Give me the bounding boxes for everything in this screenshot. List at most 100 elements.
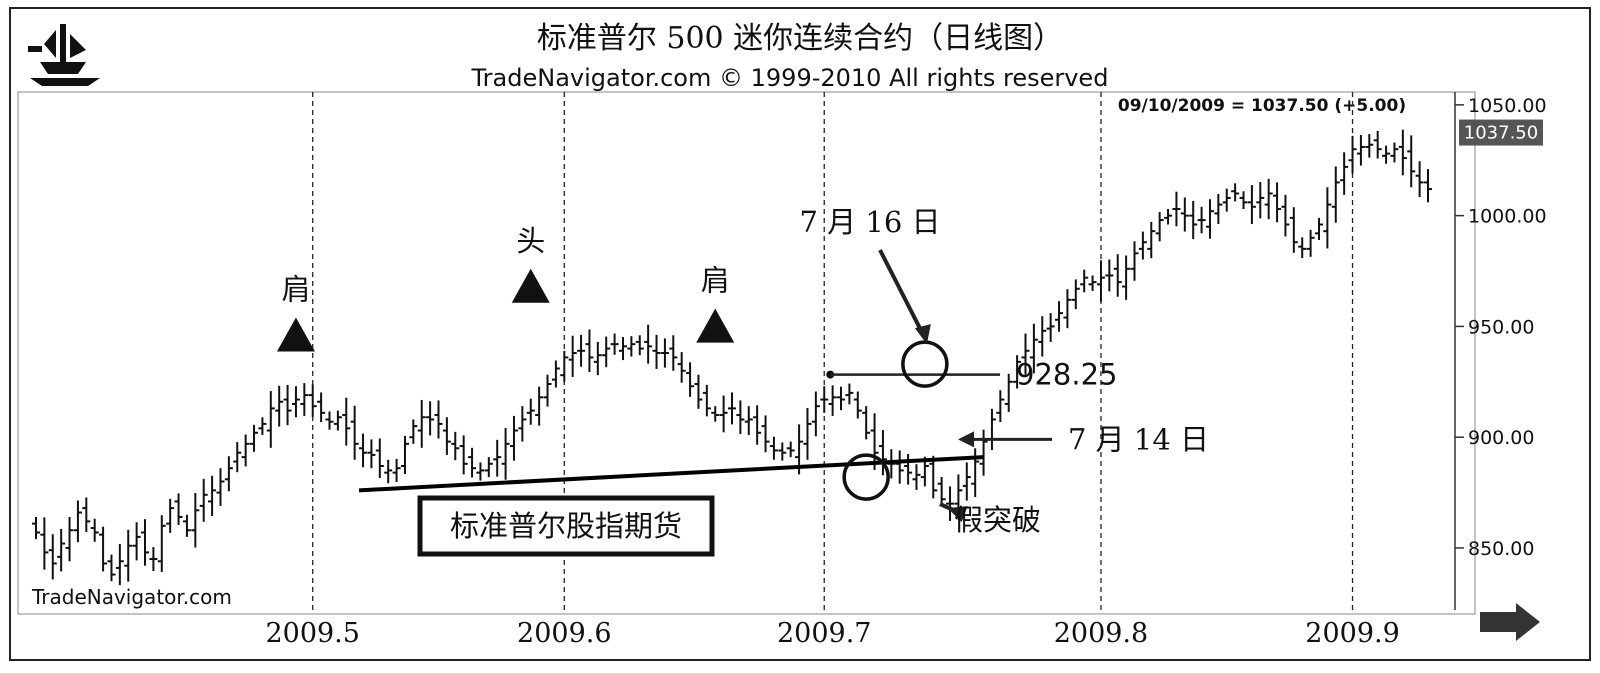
- ohlc-bar: [90, 518, 99, 542]
- ohlc-bar: [1256, 181, 1265, 219]
- ohlc-bar: [937, 477, 946, 506]
- ohlc-bar: [560, 350, 569, 382]
- ohlc-bar: [384, 459, 393, 484]
- chart-title: 标准普尔 500 迷你连续合约（日线图）: [537, 21, 1063, 56]
- ohlc-bar: [1122, 255, 1131, 300]
- ohlc-bar: [476, 462, 485, 481]
- ohlc-bar: [803, 407, 812, 460]
- ohlc-bar: [769, 436, 778, 460]
- ohlc-bar: [1273, 182, 1282, 223]
- ohlc-bar: [753, 405, 762, 445]
- ohlc-bar: [40, 517, 49, 570]
- ohlc-bar: [618, 337, 627, 361]
- ohlc-bar: [1382, 145, 1391, 164]
- ohlc-bar: [1390, 142, 1399, 163]
- ohlc-bar: [375, 438, 384, 478]
- y-tick-label: 850.00: [1468, 538, 1534, 560]
- ohlc-bar: [979, 429, 988, 476]
- ohlc-bar: [686, 362, 695, 397]
- ohlc-bar: [1164, 208, 1173, 225]
- ohlc-bar: [501, 427, 510, 480]
- ohlc-bar: [702, 384, 711, 417]
- ohlc-bar: [1189, 201, 1198, 240]
- ohlc-bar: [1247, 185, 1256, 225]
- ohlc-bar: [233, 442, 242, 473]
- ohlc-bar: [568, 335, 577, 377]
- ohlc-bar: [442, 417, 451, 455]
- ohlc-bar: [1038, 316, 1047, 357]
- ohlc-bar: [862, 406, 871, 440]
- ohlc-bar: [82, 497, 91, 533]
- ohlc-bar: [1113, 254, 1122, 297]
- ohlc-bar: [543, 374, 552, 407]
- neckline: [358, 455, 984, 493]
- ohlc-bar: [551, 360, 560, 388]
- jul16-label: 7 月 16 日: [799, 205, 940, 239]
- ohlc-bar: [342, 397, 351, 446]
- ohlc-bar: [1172, 191, 1181, 227]
- ohlc-bar: [1055, 301, 1064, 332]
- ohlc-bar: [1063, 289, 1072, 329]
- ohlc-bar: [459, 435, 468, 475]
- y-axis: 1050.00 1000.00 950.00 900.00 850.00 1037.50: [1454, 92, 1547, 610]
- ohlc-bar: [283, 384, 292, 426]
- chart-frame: [9, 7, 1591, 661]
- x-tick-label: 2009.6: [517, 618, 611, 649]
- highlight-circle: [901, 340, 949, 388]
- ohlc-bar: [132, 522, 141, 561]
- ohlc-bar: [1331, 166, 1340, 223]
- ohlc-bar: [392, 458, 401, 482]
- ohlc-bar: [224, 456, 233, 492]
- scroll-right-arrow-icon[interactable]: [1480, 603, 1540, 641]
- ohlc-bar: [1214, 193, 1223, 225]
- ohlc-bar: [660, 338, 669, 368]
- ohlc-bar: [291, 386, 300, 418]
- ohlc-bar: [518, 406, 527, 442]
- ohlc-bar: [1013, 355, 1022, 389]
- ohlc-bar: [828, 385, 837, 416]
- ohlc-bar: [904, 454, 913, 485]
- false-breakout-arrow-head: [947, 506, 968, 523]
- ohlc-bar: [786, 441, 795, 458]
- head-label: 头: [516, 224, 545, 258]
- jul14-arrow-head: [958, 431, 975, 448]
- ohlc-bar: [325, 411, 334, 430]
- ohlc-bar: [1373, 131, 1382, 159]
- ohlc-bar: [627, 336, 636, 357]
- ohlc-bar: [820, 386, 829, 413]
- ohlc-bar: [199, 478, 208, 522]
- jul16-arrow-head: [914, 324, 931, 345]
- ohlc-bar: [241, 434, 250, 467]
- ohlc-bar: [744, 406, 753, 435]
- ohlc-bar: [417, 399, 426, 448]
- ohlc-bar: [1340, 152, 1349, 195]
- ohlc-bar: [895, 450, 904, 484]
- x-tick-label: 2009.9: [1305, 618, 1399, 649]
- ohlc-bar: [1105, 259, 1114, 292]
- ohlc-bar: [149, 547, 158, 572]
- ohlc-bar: [1222, 188, 1231, 212]
- ohlc-bar: [845, 383, 854, 405]
- legend-label: 标准普尔股指期货: [450, 509, 682, 543]
- ohlc-bar: [1231, 183, 1240, 202]
- ohlc-bar: [635, 335, 644, 356]
- ohlc-bar: [728, 392, 736, 425]
- jul16-arrow-line: [878, 249, 925, 335]
- ohlc-bar: [317, 392, 326, 423]
- ohlc-bar: [451, 431, 460, 461]
- x-tick-label: 2009.8: [1054, 618, 1148, 649]
- ohlc-bar: [1398, 129, 1407, 176]
- ohlc-bar: [266, 391, 275, 448]
- ohlc-bar: [644, 324, 653, 364]
- ohlc-bar: [1264, 178, 1273, 220]
- right-shoulder-marker: [696, 308, 735, 343]
- ohlc-bar: [65, 516, 74, 562]
- ohlc-bar: [878, 430, 887, 476]
- ohlc-bar: [99, 526, 108, 572]
- ohlc-bar: [1147, 221, 1156, 259]
- head-marker: [511, 268, 550, 303]
- ohlc-bar: [1004, 373, 1013, 412]
- x-axis: 2009.5 2009.6 2009.7 2009.8 2009.9: [265, 618, 1399, 649]
